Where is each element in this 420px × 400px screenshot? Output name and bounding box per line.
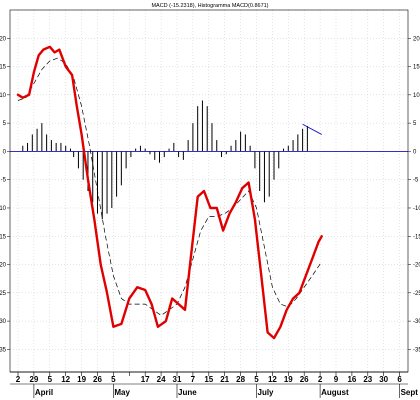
grid-layer	[10, 10, 408, 372]
y-tick-label-right: -20	[413, 263, 420, 269]
x-tick-label: 5	[254, 375, 259, 384]
y-tick-label-right: 20	[413, 36, 420, 42]
y-tick-label-right: -10	[413, 206, 420, 212]
x-tick-label: 5	[48, 375, 53, 384]
y-tick-label-right: -5	[413, 178, 419, 184]
month-label: April	[35, 388, 53, 397]
x-tick-label: 19	[77, 375, 86, 384]
macd-layer	[16, 45, 323, 340]
x-tick-label: 16	[347, 375, 356, 384]
x-tick-label: 6	[397, 375, 402, 384]
x-tick-label: 29	[29, 375, 38, 384]
x-tick-label: 21	[220, 375, 229, 384]
chart-title: MACD (-15.2318), Histogramma MACD(0.8671…	[151, 3, 268, 9]
histogram-trendline	[302, 123, 322, 135]
x-tick-label: 30	[379, 375, 388, 384]
y-tick-label-right: -30	[413, 319, 420, 325]
macd-line	[16, 45, 323, 340]
x-tick-label: 12	[61, 375, 70, 384]
month-label: Sept	[401, 388, 419, 397]
y-tick-label-right: -25	[413, 291, 420, 297]
x-tick-label: 12	[268, 375, 277, 384]
x-tick-label: 9	[334, 375, 339, 384]
y-tick-label-left: 10	[0, 93, 7, 99]
x-tick-label: 24	[157, 375, 166, 384]
y-tick-label-left: 15	[0, 65, 7, 71]
month-label: July	[258, 388, 275, 397]
y-tick-label-left: -20	[0, 263, 7, 269]
y-tick-label-left: -5	[1, 178, 7, 184]
y-tick-label-left: -35	[0, 347, 7, 353]
month-label: May	[114, 388, 130, 397]
x-tick-label: 28	[236, 375, 245, 384]
y-tick-label-right: -15	[413, 234, 420, 240]
y-tick-label-right: 5	[413, 121, 417, 127]
x-tick-label: 19	[284, 375, 293, 384]
x-tick-label: 23	[363, 375, 372, 384]
month-label: August	[321, 388, 349, 397]
y-tick-label-right: 0	[413, 149, 417, 155]
month-label: June	[178, 388, 197, 397]
y-tick-label-right: 15	[413, 65, 420, 71]
y-tick-label-left: 0	[3, 149, 7, 155]
x-tick-label: 31	[173, 375, 182, 384]
histogram-layer	[22, 100, 308, 220]
x-tick-label: 15	[204, 375, 213, 384]
y-tick-label-left: 5	[3, 121, 7, 127]
y-tick-label-right: -35	[413, 347, 420, 353]
x-tick-label: 26	[300, 375, 309, 384]
y-tick-label-left: 20	[0, 36, 7, 42]
x-tick-label: 5	[111, 375, 116, 384]
axis-layer: 20 20 15 15 10 10 5 5 0 0 -5 -5 -10 -10 -15 -15 -20 -20 -2…	[0, 9, 420, 398]
x-tick-label: 2	[16, 375, 21, 384]
x-tick-label: 17	[141, 375, 150, 384]
y-tick-label-left: -10	[0, 206, 7, 212]
x-tick-label: 26	[93, 375, 102, 384]
y-tick-label-left: -15	[0, 234, 7, 240]
trendline-layer	[302, 123, 322, 135]
y-tick-label-right: 10	[413, 93, 420, 99]
x-tick-label: 2	[318, 375, 323, 384]
y-tick-label-left: -30	[0, 319, 7, 325]
x-tick-label: 7	[191, 375, 196, 384]
y-tick-label-left: -25	[0, 291, 7, 297]
